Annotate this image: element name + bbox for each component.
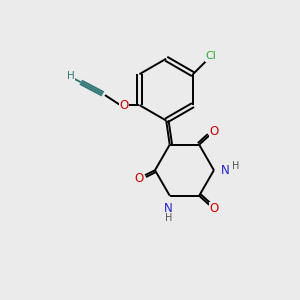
Text: N: N [164, 202, 172, 214]
Text: Cl: Cl [205, 51, 216, 61]
Text: O: O [134, 172, 144, 185]
Text: O: O [210, 202, 219, 215]
Text: O: O [210, 125, 219, 138]
Text: N: N [221, 164, 230, 177]
Text: H: H [232, 161, 239, 171]
Text: H: H [67, 71, 75, 81]
Text: H: H [166, 213, 173, 224]
Text: O: O [119, 99, 129, 112]
